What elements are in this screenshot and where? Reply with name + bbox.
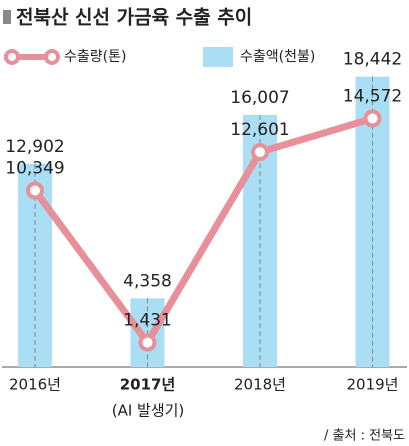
line-value-label: 10,349	[5, 158, 64, 178]
legend-marker	[4, 49, 20, 65]
x-tick-label: 2016년	[9, 376, 61, 394]
annotation: (AI 발생기)	[112, 402, 185, 420]
x-tick-label: 2017년	[120, 376, 176, 394]
bar-value-label: 4,358	[123, 271, 172, 291]
legend-swatch	[203, 47, 233, 67]
source: / 출처 : 전북도	[324, 429, 405, 444]
line-value-label: 12,601	[230, 120, 289, 140]
line-marker	[251, 143, 269, 162]
chart-title: 전북산 신선 가금육 수출 추이	[16, 7, 252, 29]
legend-label: 수출량(톤)	[64, 49, 126, 65]
title-marker	[3, 10, 11, 24]
line-value-label: 1,431	[123, 311, 172, 331]
bar-value-label: 16,007	[230, 88, 289, 108]
line-marker	[26, 181, 44, 200]
legend-marker	[44, 49, 60, 65]
line	[32, 115, 374, 347]
line-value-label: 14,572	[343, 86, 402, 106]
line-marker	[138, 333, 157, 352]
bar-value-label: 12,902	[5, 137, 64, 157]
legend-label: 수출액(천불)	[240, 49, 315, 65]
line-marker	[363, 109, 382, 128]
x-tick-label: 2019년	[347, 376, 399, 394]
bar-value-label: 18,442	[343, 50, 402, 70]
x-tick-label: 2018년	[234, 376, 286, 394]
